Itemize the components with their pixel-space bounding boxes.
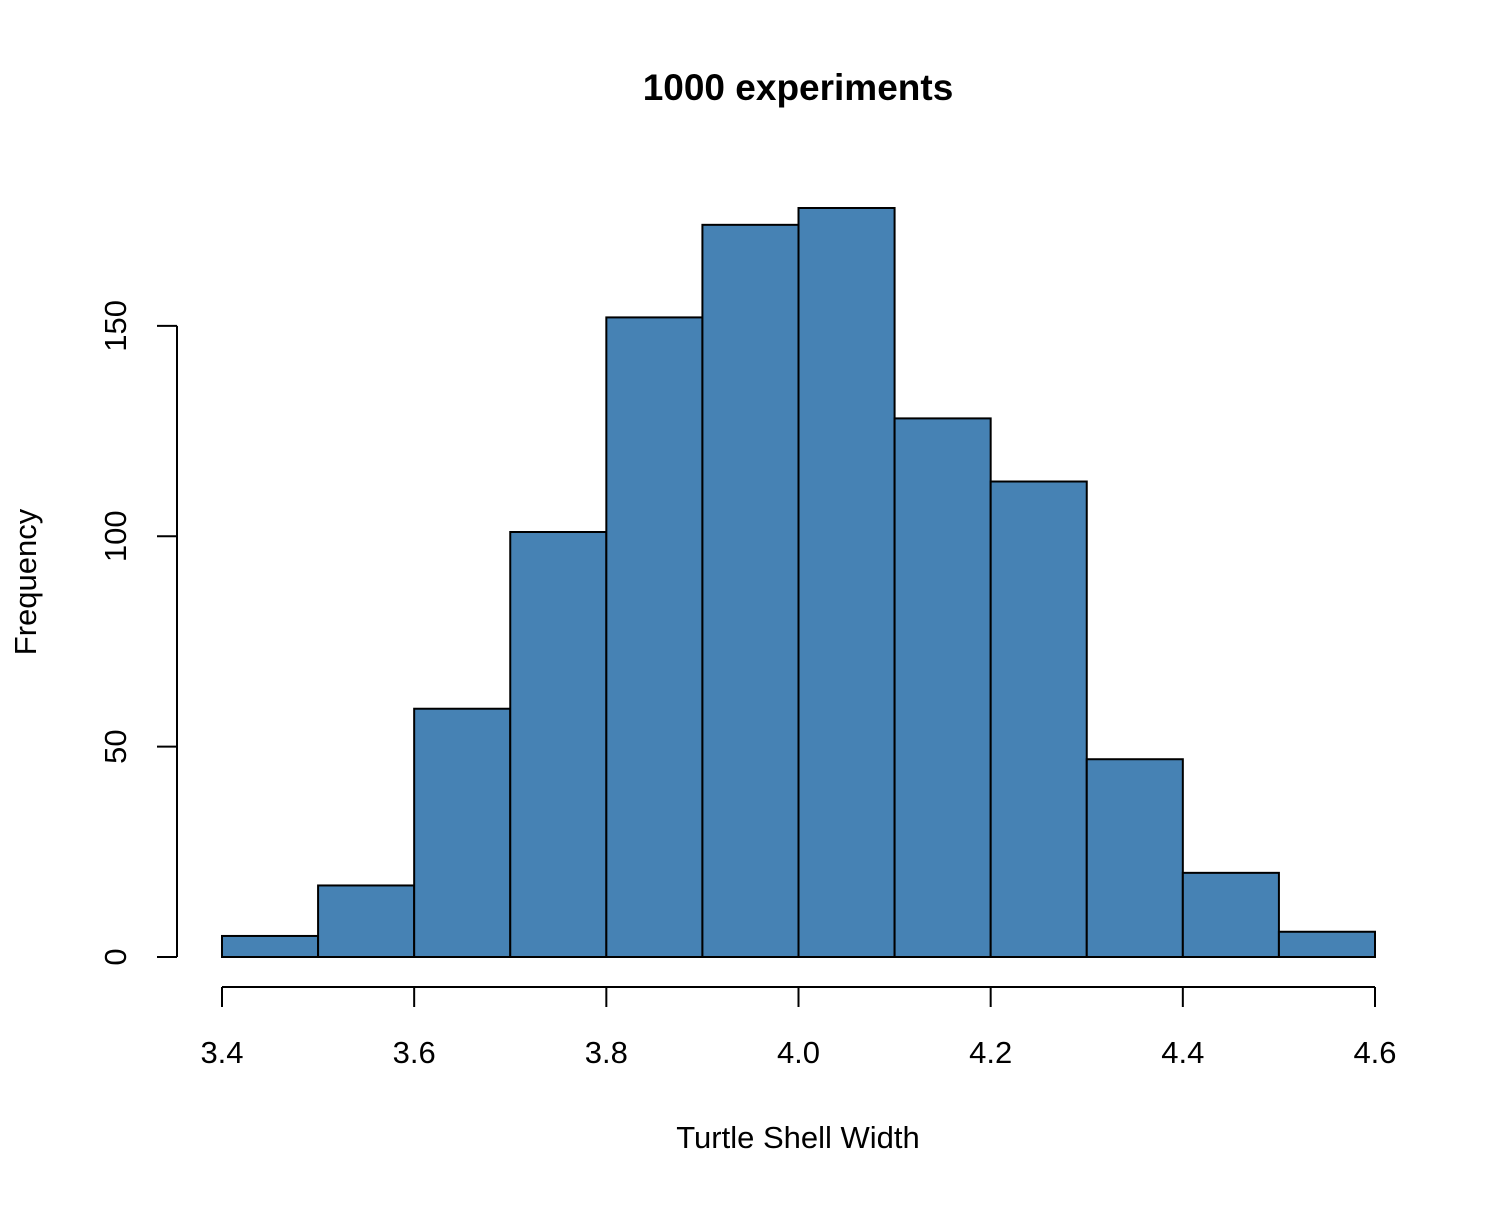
bar (701, 223, 800, 958)
x-axis-label: Turtle Shell Width (676, 1120, 920, 1155)
bar (893, 417, 992, 958)
bar (1277, 930, 1376, 958)
x-tick-label: 4.2 (969, 1035, 1012, 1070)
x-tick-label: 4.0 (777, 1035, 820, 1070)
bar (509, 531, 608, 958)
x-tick-label: 3.4 (200, 1035, 243, 1070)
bar (221, 934, 320, 959)
bar (1085, 758, 1184, 959)
x-tick-label: 4.6 (1353, 1035, 1396, 1070)
bar (989, 480, 1088, 958)
bar (797, 207, 896, 958)
y-tick-label: 50 (98, 729, 133, 763)
bar (413, 707, 512, 958)
x-tick-label: 4.4 (1161, 1035, 1204, 1070)
y-tick-label: 100 (98, 510, 133, 562)
y-tick-label: 0 (98, 948, 133, 965)
bar (605, 316, 704, 958)
y-tick-label: 150 (98, 300, 133, 352)
x-tick-label: 3.8 (585, 1035, 628, 1070)
chart-title: 1000 experiments (643, 67, 954, 108)
bar (1181, 871, 1280, 959)
x-tick-label: 3.6 (393, 1035, 436, 1070)
y-axis-label: Frequency (8, 508, 43, 655)
bar (317, 884, 416, 959)
